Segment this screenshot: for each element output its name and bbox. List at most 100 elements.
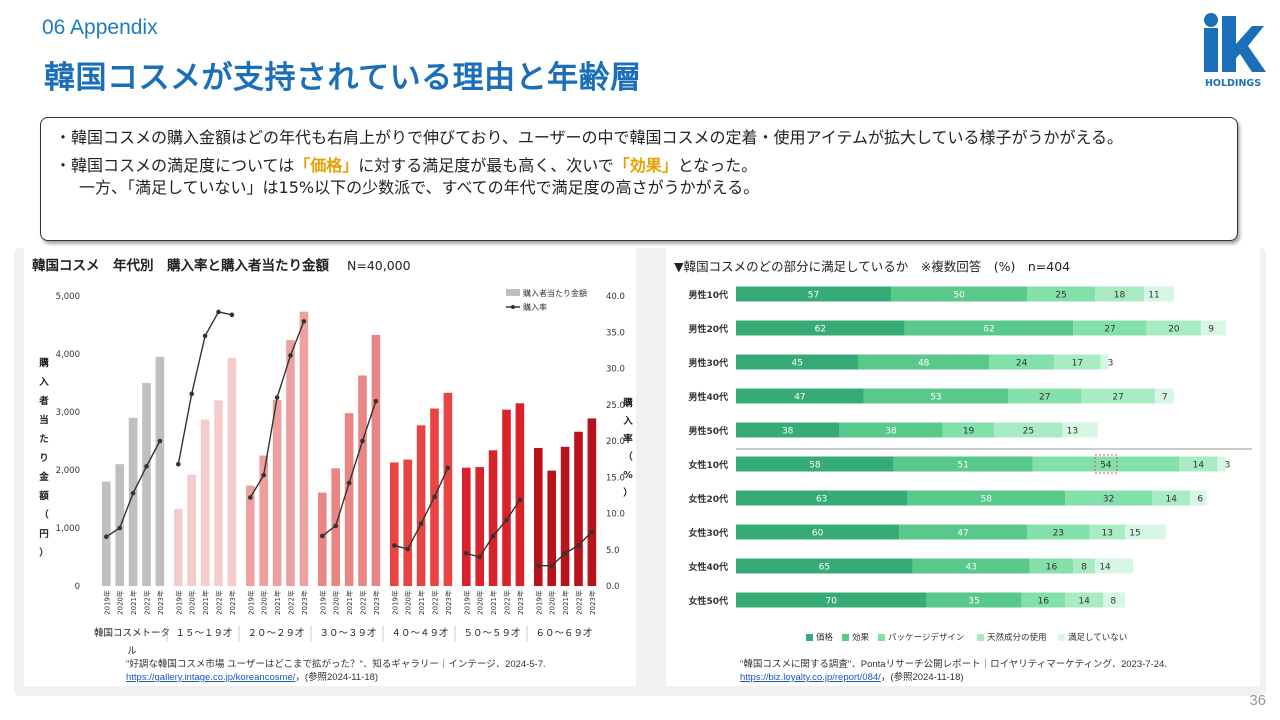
rate-point	[562, 551, 568, 556]
left-source-link[interactable]: https://gallery.intage.co.jp/koreancosme…	[126, 671, 296, 683]
y2-axis-title-char: （	[623, 451, 633, 463]
rate-point	[274, 395, 280, 400]
segment-value-label: 25	[1055, 291, 1066, 301]
left-chart-card: 韓国コスメ 年代別 購入率と購入者当たり金額 N=40,000 0 1,000 2,0…	[24, 248, 636, 686]
summary-line-3: 一方、「満足していない」は15%以下の少数派で、すべての年代で満足度の高さがうか…	[79, 178, 760, 197]
legend-swatch-amount	[506, 289, 520, 296]
right-chart-card: ▼韓国コスメのどの部分に満足しているか ※複数回答 (%) n=404 男性10…	[666, 248, 1260, 686]
year-tick-label: 2021年	[417, 590, 426, 615]
segment-value-label: 24	[1016, 359, 1028, 369]
stacked-segment	[1124, 524, 1166, 540]
segment-value-label: 48	[918, 359, 930, 369]
y-axis-title-char: （	[39, 509, 49, 521]
rate-point	[202, 333, 208, 339]
rate-point	[549, 563, 554, 568]
amount-bar	[462, 467, 471, 586]
y-tick-label: 2,000	[56, 466, 80, 476]
segment-value-label: 8	[1081, 563, 1087, 573]
right-source-link[interactable]: https://biz.loyalty.co.jp/report/084/	[740, 671, 881, 683]
stacked-segment	[912, 558, 1030, 574]
category-label: 女性40代	[688, 561, 728, 573]
amount-bar	[299, 311, 309, 586]
y-axis-title-char: 当	[39, 414, 49, 426]
stacked-segment	[736, 456, 894, 472]
rate-point	[157, 438, 163, 444]
y2-axis-title-char: 購	[622, 397, 633, 409]
amount-bar	[371, 334, 381, 586]
segment-value-label: 14	[1078, 597, 1090, 607]
stacked-segment	[1065, 490, 1153, 506]
amount-bar	[560, 446, 570, 586]
stacked-segment	[893, 456, 1033, 472]
stacked-segment	[1201, 320, 1226, 336]
amount-bar	[416, 425, 426, 586]
stacked-segment	[736, 286, 892, 302]
stacked-segment	[891, 286, 1028, 302]
y2-tick-label: 35.0	[606, 328, 625, 338]
category-label: 男性40代	[688, 391, 728, 403]
rate-point	[405, 546, 411, 552]
amount-bar	[286, 340, 295, 586]
group-label: 韓国コスメトータ	[94, 628, 170, 639]
legend-label-amount: 購入者当たり金額	[523, 288, 587, 298]
rate-point	[130, 490, 136, 496]
rate-point	[248, 495, 253, 500]
logo-text: HOLDINGS	[1205, 78, 1261, 89]
rate-point	[517, 497, 523, 503]
legend-marker-rate	[511, 305, 515, 309]
segment-value-label: 58	[809, 461, 821, 471]
rate-point	[464, 551, 469, 556]
satisfaction-chart: 男性10代 57 50 25 18 11 男性20代 62 62 27 20 9 男性30代 45 48 24…	[688, 286, 1252, 643]
rate-point	[589, 529, 595, 534]
segment-value-label: 62	[815, 325, 826, 335]
year-tick-label: 2022年	[431, 590, 440, 615]
segment-value-label: 18	[1114, 291, 1126, 301]
segment-value-label: 57	[808, 291, 819, 301]
amount-bar	[272, 399, 282, 586]
stacked-segment	[858, 354, 989, 370]
segment-value-label: 43	[966, 563, 977, 573]
amount-bar	[358, 375, 367, 586]
rate-point	[320, 533, 325, 539]
group-label: ２０～２９才	[247, 627, 304, 639]
rate-point	[117, 525, 122, 531]
amount-bar	[488, 450, 498, 586]
year-tick-label: 2022年	[575, 590, 584, 615]
segment-value-label: 47	[794, 393, 805, 403]
y-tick-label: 4,000	[56, 350, 80, 360]
stacked-segment	[736, 592, 927, 608]
category-label: 男性20代	[688, 323, 728, 335]
left-chart-title: 韓国コスメ 年代別 購入率と購入者当たり金額	[32, 258, 329, 274]
segment-value-label: 14	[1193, 461, 1205, 471]
summary-line-2: ・韓国コスメの満足度については「価格」に対する満足度が最も高く、次いで「効果」と…	[55, 156, 758, 175]
stacked-segment	[1146, 320, 1202, 336]
segment-value-label: 3	[1225, 461, 1231, 471]
stacked-segment	[1144, 286, 1174, 302]
y2-axis-title-char: ）	[623, 487, 633, 499]
legend-label: 満足していない	[1068, 633, 1127, 643]
legend-label: 価格	[816, 632, 834, 643]
stacked-segment	[994, 422, 1063, 438]
rate-point	[288, 353, 293, 358]
segment-value-label: 65	[819, 563, 830, 573]
y2-axis-title-char: %	[623, 470, 633, 481]
segment-value-label: 13	[1102, 529, 1113, 539]
group-label: ル	[127, 646, 137, 657]
amount-bar	[318, 492, 327, 586]
rate-point	[301, 319, 307, 324]
segment-value-label: 19	[963, 427, 975, 437]
category-label: 男性10代	[688, 289, 728, 301]
company-logo: HOLDINGS	[1204, 13, 1266, 89]
stacked-segment	[736, 354, 859, 370]
year-tick-label: 2021年	[201, 590, 210, 615]
rate-point	[392, 543, 397, 548]
segment-value-label: 32	[1103, 495, 1114, 505]
stacked-segment	[988, 354, 1055, 370]
page-number: 36	[1249, 692, 1266, 709]
amount-bar	[515, 403, 525, 586]
charts-panel: 韓国コスメ 年代別 購入率と購入者当たり金額 N=40,000 0 1,000 2,0…	[14, 248, 1266, 696]
segment-value-label: 16	[1038, 597, 1050, 607]
amount-bar	[547, 470, 556, 586]
rate-point	[477, 554, 483, 560]
y-axis-title-char: ）	[39, 547, 49, 559]
